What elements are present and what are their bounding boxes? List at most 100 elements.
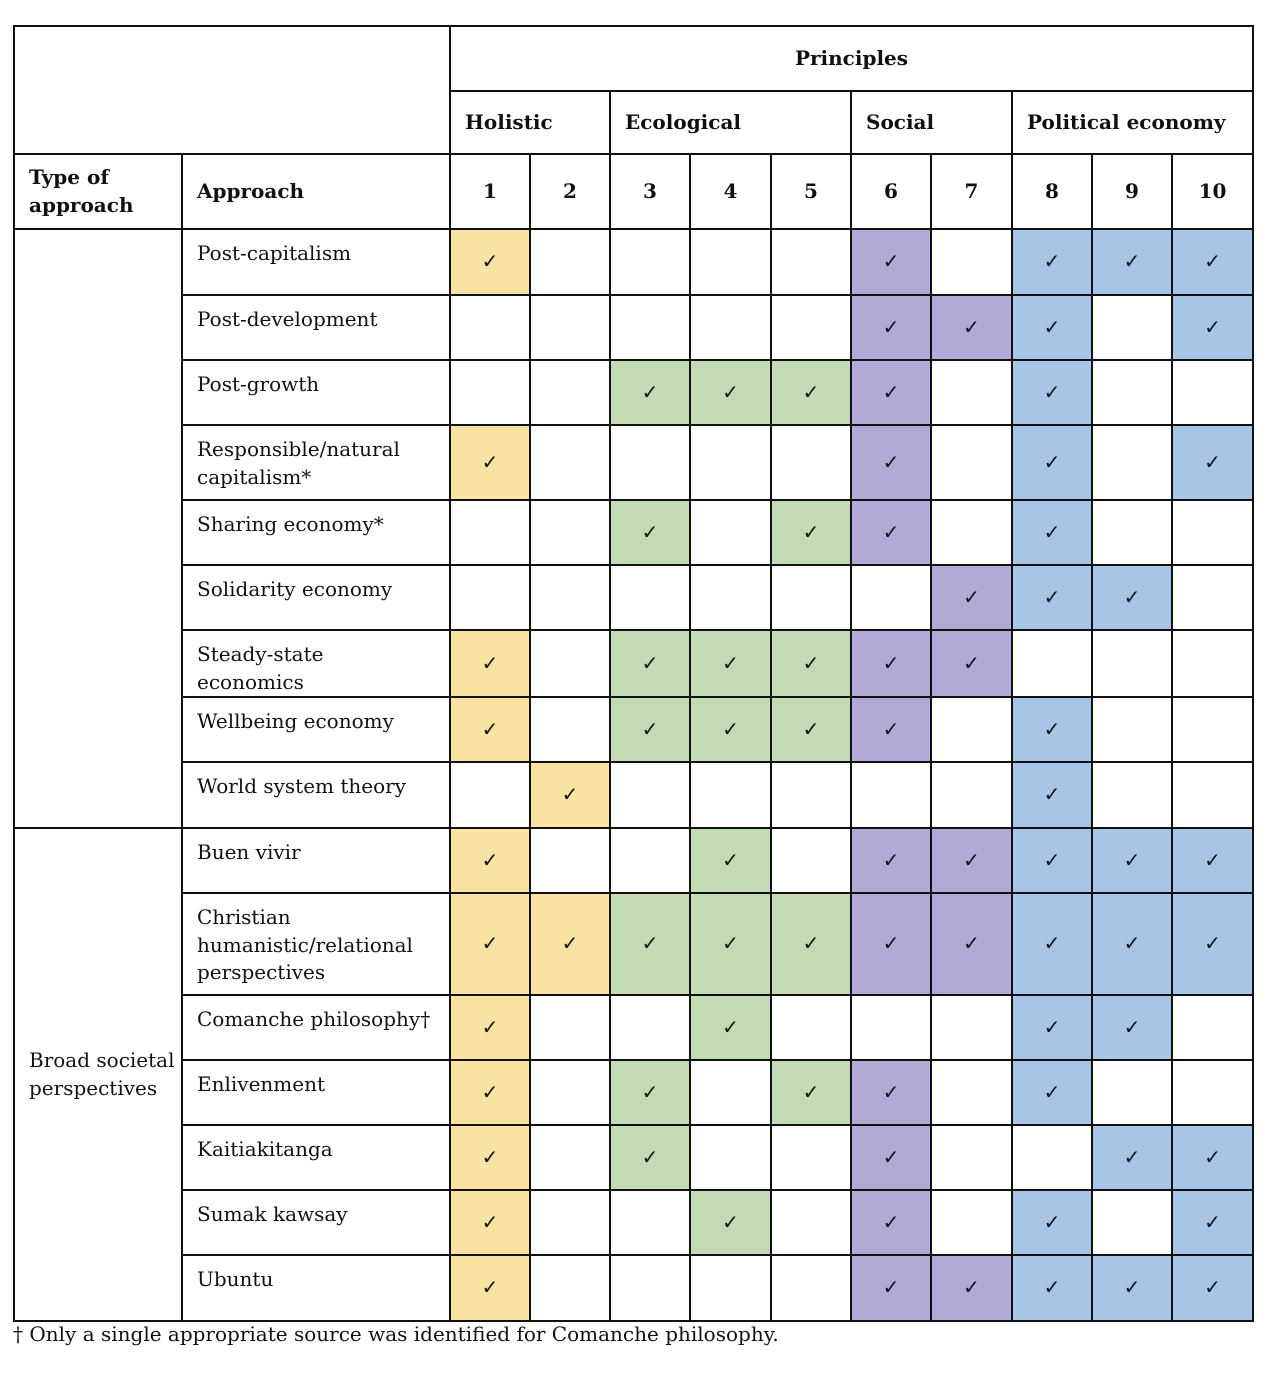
principle-number-4: 4 (689, 153, 772, 230)
table-row: Wellbeing economy ✓ ✓ ✓ ✓ ✓ ✓ (14, 696, 1254, 764)
empty-cell (1171, 761, 1254, 830)
empty-cell (930, 696, 1013, 764)
check-mark-icon: ✓ (1171, 1189, 1254, 1257)
approach-header: Approach (181, 153, 451, 230)
empty-cell (689, 1124, 772, 1192)
empty-cell (609, 564, 691, 631)
check-mark-icon: ✓ (1091, 228, 1173, 296)
empty-cell (609, 228, 691, 296)
check-mark-icon: ✓ (449, 1059, 531, 1127)
empty-cell (1171, 499, 1254, 566)
check-mark-icon: ✓ (689, 628, 772, 699)
empty-cell (770, 228, 852, 296)
check-mark-icon: ✓ (1171, 1124, 1254, 1192)
check-mark-icon: ✓ (1171, 424, 1254, 501)
empty-cell (770, 827, 852, 895)
check-mark-icon: ✓ (609, 1124, 691, 1192)
check-mark-icon: ✓ (1011, 892, 1093, 997)
type-of-approach-cell: Broad societal perspectives (13, 827, 183, 1323)
check-mark-icon: ✓ (770, 628, 852, 699)
empty-cell (449, 761, 531, 830)
table-row: Sumak kawsay ✓ ✓ ✓ ✓ ✓ (14, 1189, 1254, 1257)
check-mark-icon: ✓ (850, 1189, 932, 1257)
empty-cell (930, 761, 1013, 830)
table-row: Ubuntu ✓ ✓ ✓ ✓ ✓ ✓ (14, 1254, 1254, 1323)
empty-cell (930, 1189, 1013, 1257)
empty-cell (770, 994, 852, 1062)
check-mark-icon: ✓ (689, 892, 772, 997)
check-mark-icon: ✓ (449, 994, 531, 1062)
check-mark-icon: ✓ (770, 1059, 852, 1127)
principle-number-3: 3 (609, 153, 691, 230)
check-mark-icon: ✓ (529, 761, 611, 830)
approach-name: Ubuntu (181, 1254, 451, 1323)
principle-number-5: 5 (770, 153, 852, 230)
check-mark-icon: ✓ (609, 628, 691, 699)
principle-number-6: 6 (850, 153, 932, 230)
empty-cell (930, 1059, 1013, 1127)
principle-number-1: 1 (449, 153, 531, 230)
empty-cell (609, 761, 691, 830)
check-mark-icon: ✓ (689, 1189, 772, 1257)
empty-cell (529, 424, 611, 501)
check-mark-icon: ✓ (770, 499, 852, 566)
check-mark-icon: ✓ (449, 628, 531, 699)
check-mark-icon: ✓ (1171, 892, 1254, 997)
empty-cell (930, 1124, 1013, 1192)
empty-cell (609, 294, 691, 361)
approach-name: Wellbeing economy (181, 696, 451, 764)
type-of-approach-cell (13, 227, 183, 830)
check-mark-icon: ✓ (449, 892, 531, 997)
empty-cell (689, 1059, 772, 1127)
table-row: Comanche philosophy† ✓ ✓ ✓ ✓ (14, 994, 1254, 1062)
empty-cell (930, 424, 1013, 501)
table-row: Post-development ✓ ✓ ✓ ✓ (14, 294, 1254, 361)
empty-cell (1171, 994, 1254, 1062)
empty-cell (930, 499, 1013, 566)
check-mark-icon: ✓ (1091, 994, 1173, 1062)
check-mark-icon: ✓ (449, 1189, 531, 1257)
check-mark-icon: ✓ (930, 564, 1013, 631)
approach-name: Sharing economy* (181, 499, 451, 566)
empty-cell (529, 1059, 611, 1127)
empty-cell (529, 1189, 611, 1257)
check-mark-icon: ✓ (1011, 696, 1093, 764)
approach-name: Kaitiakitanga (181, 1124, 451, 1192)
table-row: Post-growth ✓ ✓ ✓ ✓ ✓ (14, 359, 1254, 426)
table-row: World system theory ✓ ✓ (14, 761, 1254, 830)
check-mark-icon: ✓ (930, 294, 1013, 361)
empty-cell (529, 827, 611, 895)
group-header-political-economy: Political economy (1011, 90, 1254, 155)
check-mark-icon: ✓ (1011, 499, 1093, 566)
check-mark-icon: ✓ (449, 424, 531, 501)
check-mark-icon: ✓ (1091, 1254, 1173, 1323)
approach-name: Enlivenment (181, 1059, 451, 1127)
check-mark-icon: ✓ (1091, 892, 1173, 997)
approach-name: Buen vivir (181, 827, 451, 895)
empty-cell (1091, 696, 1173, 764)
empty-cell (1091, 761, 1173, 830)
check-mark-icon: ✓ (1171, 1254, 1254, 1323)
approach-name: Solidarity economy (181, 564, 451, 631)
approach-name: Responsible/natural capitalism* (181, 424, 451, 501)
empty-cell (1171, 1059, 1254, 1127)
check-mark-icon: ✓ (609, 892, 691, 997)
check-mark-icon: ✓ (1091, 1124, 1173, 1192)
empty-cell (1091, 294, 1173, 361)
empty-cell (1091, 499, 1173, 566)
check-mark-icon: ✓ (689, 994, 772, 1062)
table-row: Steady-state economics ✓ ✓ ✓ ✓ ✓ ✓ (14, 628, 1254, 699)
check-mark-icon: ✓ (1011, 994, 1093, 1062)
check-mark-icon: ✓ (850, 359, 932, 426)
empty-cell (609, 994, 691, 1062)
check-mark-icon: ✓ (1011, 761, 1093, 830)
check-mark-icon: ✓ (1011, 1059, 1093, 1127)
empty-cell (449, 499, 531, 566)
empty-cell (689, 761, 772, 830)
check-mark-icon: ✓ (850, 1059, 932, 1127)
check-mark-icon: ✓ (850, 499, 932, 566)
empty-cell (1091, 359, 1173, 426)
approach-name: Sumak kawsay (181, 1189, 451, 1257)
empty-cell (529, 499, 611, 566)
check-mark-icon: ✓ (1011, 228, 1093, 296)
